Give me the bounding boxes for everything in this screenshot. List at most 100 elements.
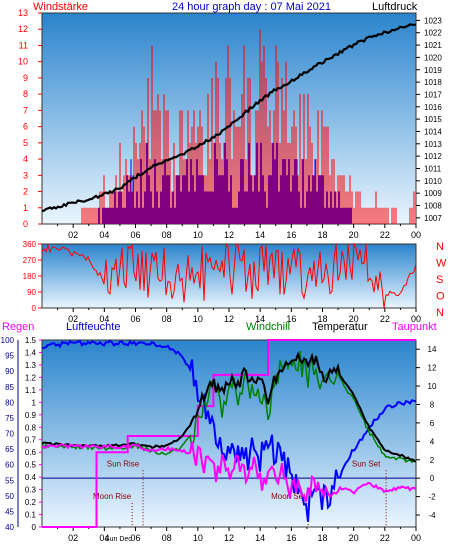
direction-ytick-label: 180 bbox=[23, 272, 37, 281]
direction-xtick-label: 18 bbox=[317, 314, 327, 324]
rain-ytick-label: 0.4 bbox=[25, 473, 37, 482]
wind-ytick-label: 3 bbox=[23, 170, 28, 180]
pressure-ytick-label: 1012 bbox=[424, 152, 442, 161]
pressure-axis-title: Luftdruck bbox=[372, 1, 418, 13]
temperature-xtick-label: 20 bbox=[349, 533, 359, 543]
temperature-ytick-label: 12 bbox=[428, 364, 437, 373]
temperature-ytick-label: -4 bbox=[428, 511, 436, 520]
direction-ytick-label: 270 bbox=[23, 256, 37, 265]
rain-ytick-label: 1.3 bbox=[25, 361, 37, 370]
rain-line bbox=[42, 339, 416, 528]
direction-xtick-label: 04 bbox=[99, 314, 109, 324]
temperature-xtick-label: 10 bbox=[193, 533, 203, 543]
humidity-ytick-label: 85 bbox=[5, 383, 14, 392]
rain-ytick-label: 1.1 bbox=[25, 386, 37, 395]
wind-ytick-label: 6 bbox=[23, 122, 28, 132]
direction-xtick-label: 22 bbox=[380, 314, 390, 324]
wind-ytick-label: 5 bbox=[23, 138, 28, 148]
rain-ytick-label: 0.9 bbox=[25, 411, 37, 420]
temperature-xtick-label: 22 bbox=[380, 533, 390, 543]
direction-compass-label: O bbox=[436, 291, 445, 303]
pressure-ytick-label: 1023 bbox=[424, 16, 442, 25]
humidity-ytick-label: 45 bbox=[5, 507, 14, 516]
direction-xtick-label: 10 bbox=[193, 314, 203, 324]
temperature-xtick-label: 08 bbox=[162, 533, 172, 543]
wind-xtick-label: 08 bbox=[162, 230, 172, 240]
pressure-ytick-label: 1020 bbox=[424, 53, 442, 62]
direction-xtick-label: 16 bbox=[286, 314, 296, 324]
legend-rain: Regen bbox=[2, 321, 34, 333]
humidity-ytick-label: 90 bbox=[5, 367, 14, 376]
wind-ytick-label: 10 bbox=[18, 57, 28, 67]
humidity-ytick-label: 40 bbox=[5, 523, 14, 532]
chart-title: 24 hour graph day : 07 Mai 2021 bbox=[172, 1, 331, 13]
direction-compass-label: S bbox=[436, 274, 443, 286]
wind-ytick-label: 9 bbox=[23, 73, 28, 83]
rain-ytick-label: 0.2 bbox=[25, 498, 37, 507]
wind-xtick-label: 18 bbox=[317, 230, 327, 240]
humidity-temperature-panel: 0 0.1 0.2 0.3 0.4 0.5 0.6 0.7 0.8 0.9 1 1.1 1.2 1.3 1.… bbox=[1, 336, 437, 543]
rain-ytick-label: 1.2 bbox=[25, 373, 37, 382]
pressure-ytick-label: 1016 bbox=[424, 103, 442, 112]
direction-compass-label: N bbox=[436, 241, 444, 253]
temperature-xtick-label: 12 bbox=[224, 533, 234, 543]
humidity-ytick-label: 60 bbox=[5, 461, 14, 470]
wind-ytick-label: 0 bbox=[23, 219, 28, 229]
pressure-ytick-label: 1007 bbox=[424, 214, 442, 223]
wind-xtick-label: 02 bbox=[68, 230, 78, 240]
wind-ytick-label: 8 bbox=[23, 89, 28, 99]
temperature-xtick-label: 00 bbox=[411, 533, 421, 543]
direction-xtick-label: 08 bbox=[162, 314, 172, 324]
gust-bars bbox=[98, 142, 352, 224]
temperature-ytick-label: 10 bbox=[428, 382, 437, 391]
direction-ytick-label: 360 bbox=[23, 240, 37, 249]
direction-ytick-label: 90 bbox=[27, 288, 36, 297]
humidity-ytick-label: 100 bbox=[1, 336, 15, 345]
direction-xtick-label: 00 bbox=[411, 314, 421, 324]
direction-ytick-label: 0 bbox=[32, 304, 37, 313]
direction-xtick-label: 14 bbox=[255, 314, 265, 324]
temperature-ytick-label: 14 bbox=[428, 345, 437, 354]
wind-xtick-label: 00 bbox=[411, 230, 421, 240]
wind-axis-title: Windstärke bbox=[33, 1, 88, 13]
direction-xtick-label: 06 bbox=[130, 314, 140, 324]
wind-ytick-label: 12 bbox=[18, 24, 28, 34]
pressure-ytick-label: 1008 bbox=[424, 201, 442, 210]
temperature-ytick-label: 2 bbox=[430, 456, 435, 465]
wind-xtick-label: 20 bbox=[349, 230, 359, 240]
wind-xtick-label: 22 bbox=[380, 230, 390, 240]
humidity-line bbox=[41, 339, 417, 522]
temperature-ytick-label: 0 bbox=[430, 474, 435, 483]
rain-ytick-label: 0.6 bbox=[25, 448, 37, 457]
legend-temperature: Temperatur bbox=[312, 321, 368, 333]
pressure-ytick-label: 1009 bbox=[424, 189, 442, 198]
pressure-ytick-label: 1010 bbox=[424, 177, 442, 186]
direction-compass-label: W bbox=[436, 258, 447, 270]
legend-humidity: Luftfeuchte bbox=[66, 321, 120, 333]
humidity-ytick-label: 50 bbox=[5, 492, 14, 501]
humidity-ytick-label: 75 bbox=[5, 414, 14, 423]
rain-ytick-label: 1.5 bbox=[25, 336, 37, 345]
direction-xtick-label: 12 bbox=[224, 314, 234, 324]
sun-moon-annotation: Moon Rise bbox=[93, 492, 132, 501]
wind-xtick-label: 06 bbox=[130, 230, 140, 240]
humidity-temperature-plot-area bbox=[41, 339, 417, 528]
wind-ytick-label: 4 bbox=[23, 154, 28, 164]
rain-ytick-label: 1 bbox=[32, 398, 37, 407]
temperature-xtick-label: 06 bbox=[130, 533, 140, 543]
temperature-xtick-label: 16 bbox=[286, 533, 296, 543]
wind-direction-line bbox=[41, 242, 417, 309]
direction-xtick-label: 20 bbox=[349, 314, 359, 324]
direction-xtick-label: 02 bbox=[68, 314, 78, 324]
temperature-ytick-label: 8 bbox=[430, 400, 435, 409]
rain-ytick-label: 0.8 bbox=[25, 423, 37, 432]
wind-xtick-label: 12 bbox=[224, 230, 234, 240]
rain-ytick-label: 0.3 bbox=[25, 486, 37, 495]
windchill-line bbox=[41, 350, 417, 464]
direction-compass-label: N bbox=[436, 307, 444, 319]
wind-ytick-label: 13 bbox=[18, 8, 28, 18]
rain-ytick-label: 0.1 bbox=[25, 511, 37, 520]
wind-xtick-label: 10 bbox=[193, 230, 203, 240]
pressure-ytick-label: 1019 bbox=[424, 66, 442, 75]
